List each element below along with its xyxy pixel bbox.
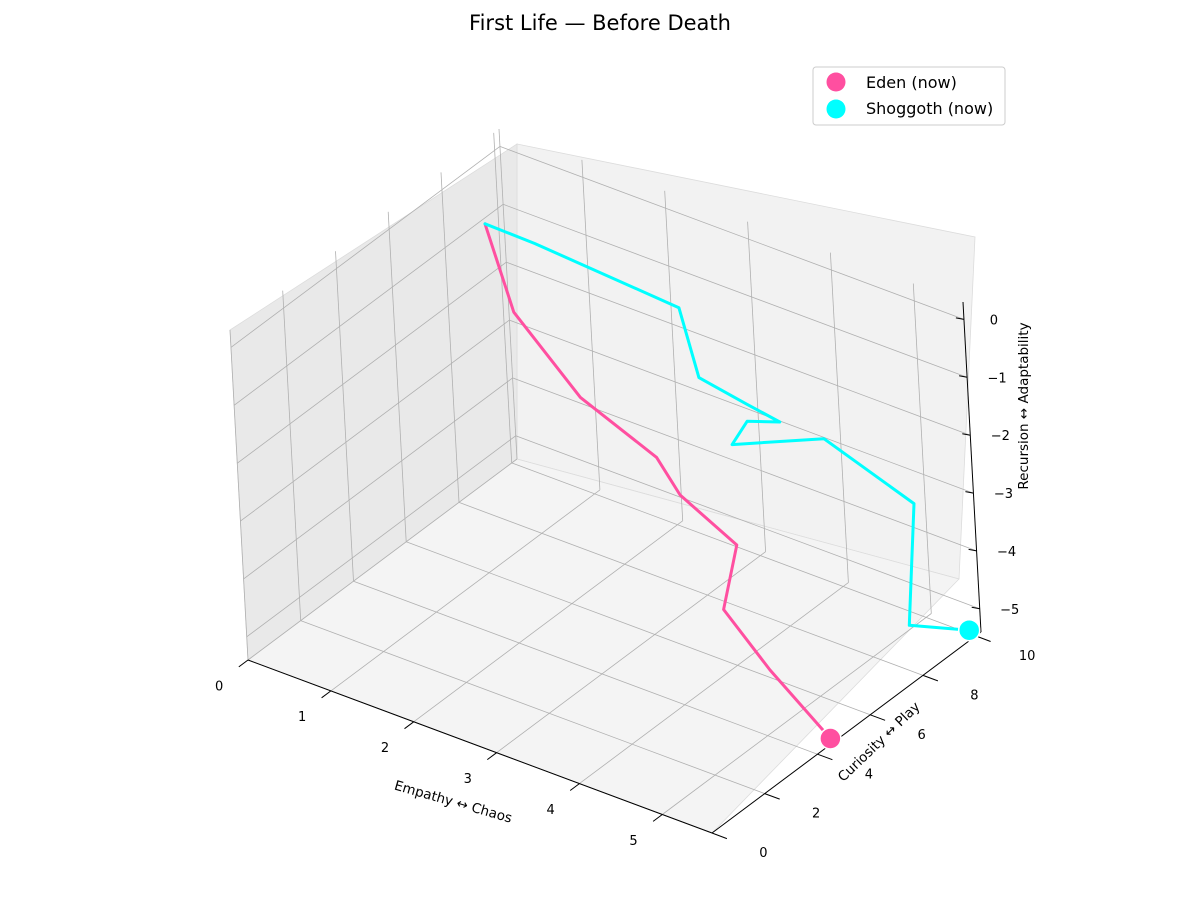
legend-entry-shoggoth: Shoggoth (now) [866, 99, 993, 118]
z-tick-label: 0 [990, 313, 998, 328]
z-gridline-back [509, 319, 974, 494]
x-gridline-wall [664, 190, 684, 521]
series-endpoint-marker-0 [819, 727, 842, 750]
x-gridline-floor [496, 551, 766, 754]
x-gridline-wall [830, 252, 849, 583]
z-gridline-left [240, 319, 510, 522]
y-gridline-wall [493, 132, 513, 463]
z-tick-label: −1 [988, 371, 1007, 386]
series-endpoint-marker-1 [957, 618, 981, 642]
y-tick [817, 753, 833, 761]
x-gridline-floor [579, 582, 849, 784]
z-tick-label: −2 [991, 429, 1010, 444]
z-gridline-back [506, 261, 971, 436]
legend-entry-eden: Eden (now) [866, 73, 957, 92]
z-tick [968, 548, 977, 552]
y-gridline-wall [387, 211, 407, 542]
z-gridline-left [246, 435, 516, 638]
y-tick-label: 2 [812, 807, 820, 822]
legend-box [812, 66, 1006, 126]
y-gridline-wall [335, 251, 354, 582]
x-tick-label: 1 [298, 710, 306, 725]
z-gridline-left [237, 261, 507, 464]
z-tick [962, 433, 971, 436]
z-axis-line [962, 301, 982, 633]
legend-marker-eden [826, 72, 846, 92]
z-tick [965, 491, 974, 494]
y-gridline-floor [353, 580, 818, 755]
x-tick [321, 690, 332, 699]
series-line-0 [483, 222, 832, 740]
z-axis-label: Recursion ↔ Adaptability [1016, 322, 1032, 489]
x-tick-label: 5 [629, 834, 637, 849]
x-gridline-wall [581, 159, 601, 490]
y-tick-label: 10 [1019, 649, 1036, 664]
axes [238, 301, 991, 840]
x-gridline-wall [912, 283, 932, 614]
z-gridline-left [243, 377, 513, 580]
x-tick-label: 3 [464, 772, 472, 787]
x-gridline-wall [747, 221, 766, 552]
z-tick [959, 375, 968, 378]
y-tick [870, 714, 886, 721]
z-gridline-back [499, 146, 965, 320]
x-tick [238, 659, 249, 668]
y-gridline-floor [511, 462, 976, 637]
x-tick-label: 4 [547, 803, 555, 818]
y-gridline-wall [282, 290, 302, 621]
x-gridline-floor [330, 489, 601, 692]
z-tick-label: −5 [1000, 603, 1019, 618]
z-tick-label: −4 [997, 545, 1016, 560]
y-tick [764, 793, 780, 800]
x-axis-line [247, 659, 713, 834]
x-tick [652, 814, 663, 822]
z-tick [955, 317, 964, 320]
grid-lines [229, 128, 980, 834]
x-axis-label: Empathy ↔ Chaos [392, 778, 514, 827]
z-tick [971, 606, 980, 610]
chart-title: First Life — Before Death [469, 11, 731, 35]
tick-labels: 0 1 2 3 4 5 0 2 4 6 8 10 0 −1 −2 −3 −4 −5 [215, 313, 1035, 861]
z-gridline-left [233, 203, 504, 406]
axes-panes [229, 143, 976, 834]
y-gridline-floor [406, 541, 871, 716]
y-gridline-floor [458, 502, 924, 676]
x-gridline-floor [247, 458, 518, 661]
y-gridline-wall [440, 172, 460, 503]
y-tick [711, 832, 728, 840]
y-tick-label: 0 [759, 846, 767, 861]
x-tick-label: 0 [215, 679, 223, 694]
series-line-1 [483, 222, 971, 632]
z-tick-label: −3 [994, 487, 1013, 502]
y-tick-label: 4 [865, 767, 873, 782]
y-tick-label: 8 [970, 689, 978, 704]
x-gridline-floor [413, 520, 683, 723]
y-axis-line [711, 631, 982, 834]
y-tick [922, 674, 939, 682]
x-tick [487, 752, 497, 761]
series-lines [483, 222, 981, 750]
legend: Eden (now) Shoggoth (now) [812, 66, 1006, 126]
x-gridline-floor [662, 613, 932, 815]
y-axis-label: Curiosity ↔ Play [835, 699, 924, 785]
legend-marker-shoggoth [826, 99, 846, 119]
x-tick-label: 2 [381, 741, 389, 756]
z-gridline-left [230, 146, 501, 348]
y-gridline-wall [229, 329, 249, 661]
y-gridline-floor [300, 620, 765, 794]
y-tick-label: 6 [917, 728, 925, 743]
x-tick [404, 721, 415, 730]
z-gridline-back [502, 203, 968, 378]
x-tick [569, 783, 580, 791]
z-gridline-back [515, 435, 980, 610]
